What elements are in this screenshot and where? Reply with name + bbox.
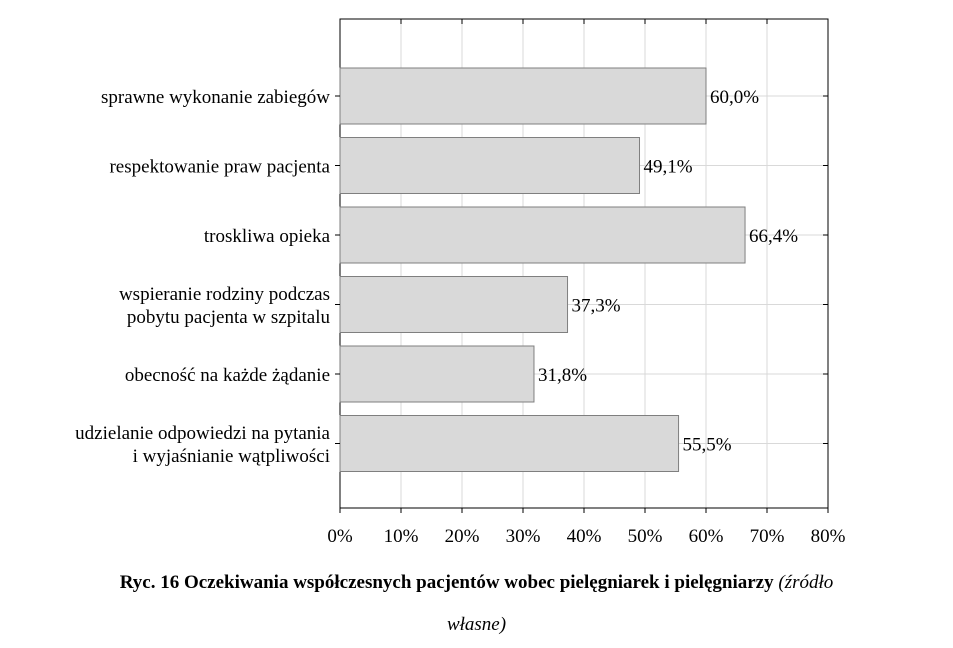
category-label: wspieranie rodziny podczas pobytu pacjent… bbox=[119, 284, 331, 328]
category-label: respektowanie praw pacjenta bbox=[109, 157, 330, 178]
category-label-line: obecność na każde żądanie bbox=[125, 365, 330, 386]
value-label: 66,4% bbox=[749, 226, 798, 247]
category-labels: sprawne wykonanie zabiegów respektowanie … bbox=[75, 87, 330, 467]
x-tick-label: 0% bbox=[327, 526, 353, 547]
value-label: 31,8% bbox=[538, 365, 587, 386]
category-label-line: udzielanie odpowiedzi na pytania bbox=[75, 423, 330, 444]
category-label-line: wspieranie rodziny podczas bbox=[119, 284, 330, 305]
figure-caption: Ryc. 16 Oczekiwania współczesnych pacjen… bbox=[0, 572, 953, 594]
bars bbox=[339, 67, 746, 472]
category-label: udzielanie odpowiedzi na pytania i wyjaśn… bbox=[75, 423, 330, 467]
category-label-line: i wyjaśnianie wątpliwości bbox=[133, 446, 330, 467]
value-label: 60,0% bbox=[710, 87, 759, 108]
x-axis-ticks: 0% 10% 20% 30% 40% 50% 60% 70% 80% bbox=[327, 19, 846, 547]
x-tick-label: 80% bbox=[811, 526, 846, 547]
value-label: 49,1% bbox=[644, 157, 693, 178]
x-tick-label: 30% bbox=[506, 526, 541, 547]
category-label-line: respektowanie praw pacjenta bbox=[109, 157, 330, 178]
x-tick-label: 60% bbox=[689, 526, 724, 547]
x-tick-label: 20% bbox=[445, 526, 480, 547]
bar bbox=[339, 67, 707, 125]
caption-source-start: (źródło bbox=[778, 572, 834, 593]
caption-title: Ryc. 16 Oczekiwania współczesnych pacjen… bbox=[119, 572, 774, 593]
category-label-line: pobytu pacjenta w szpitalu bbox=[127, 307, 331, 328]
category-label-line: sprawne wykonanie zabiegów bbox=[101, 87, 330, 108]
value-labels: 60,0% 49,1% 66,4% 37,3% 31,8% 55,5% bbox=[538, 87, 798, 456]
value-label: 55,5% bbox=[683, 435, 732, 456]
category-label: troskliwa opieka bbox=[204, 226, 331, 247]
x-tick-label: 40% bbox=[567, 526, 602, 547]
bar-chart: sprawne wykonanie zabiegów respektowanie … bbox=[75, 18, 846, 547]
bar bbox=[339, 206, 746, 264]
category-label: obecność na każde żądanie bbox=[125, 365, 330, 386]
x-tick-label: 50% bbox=[628, 526, 663, 547]
bar bbox=[339, 415, 680, 472]
bar bbox=[339, 345, 535, 403]
figure-caption-continued: własne) bbox=[0, 614, 953, 636]
category-label-line: troskliwa opieka bbox=[204, 226, 331, 247]
bar bbox=[339, 276, 569, 333]
x-tick-label: 10% bbox=[384, 526, 419, 547]
category-label: sprawne wykonanie zabiegów bbox=[101, 87, 330, 108]
value-label: 37,3% bbox=[572, 296, 621, 317]
caption-source-end: własne) bbox=[446, 614, 507, 635]
bar bbox=[339, 137, 641, 194]
x-tick-label: 70% bbox=[750, 526, 785, 547]
